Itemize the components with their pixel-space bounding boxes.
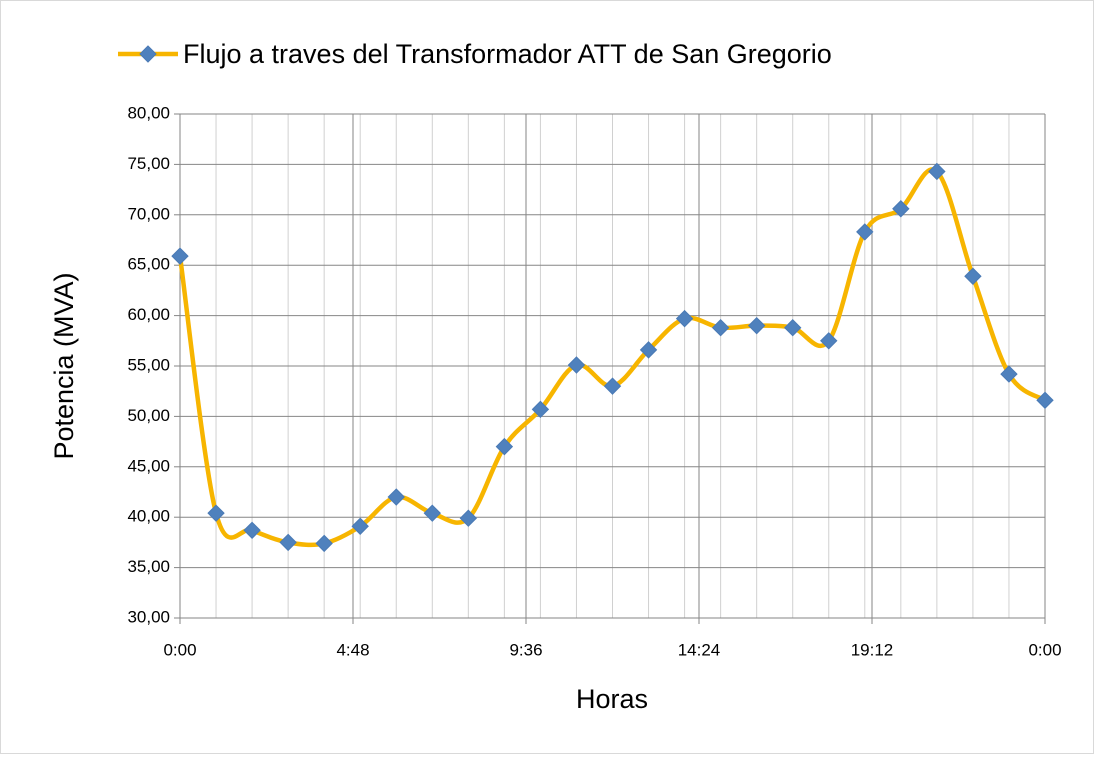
data-point <box>423 504 441 522</box>
y-tick-label: 60,00 <box>127 305 170 324</box>
data-point <box>747 316 766 335</box>
data-point <box>892 200 910 218</box>
x-tick-label: 14:24 <box>678 640 721 659</box>
data-point <box>387 488 405 506</box>
y-tick-label: 70,00 <box>127 204 170 223</box>
x-tick-label: 9:36 <box>509 640 542 659</box>
data-point <box>964 267 982 285</box>
data-point <box>171 247 189 265</box>
x-tick-label: 19:12 <box>851 640 894 659</box>
x-tick-label: 0:00 <box>1028 640 1061 659</box>
data-point <box>1036 391 1054 409</box>
data-point <box>639 341 658 359</box>
data-point <box>820 332 838 350</box>
y-tick-label: 50,00 <box>127 406 170 425</box>
y-tick-label: 65,00 <box>127 255 170 274</box>
legend-label: Flujo a traves del Transformador ATT de … <box>183 39 832 69</box>
grid <box>174 113 1046 624</box>
data-point <box>351 517 369 535</box>
data-point <box>531 400 550 419</box>
x-tick-label: 4:48 <box>336 640 369 659</box>
data-point <box>928 162 946 181</box>
y-tick-label: 40,00 <box>127 507 170 526</box>
x-axis-title: Horas <box>576 684 648 714</box>
data-point <box>279 533 297 552</box>
data-point <box>1000 365 1018 383</box>
data-point <box>243 521 261 540</box>
data-point <box>567 356 586 374</box>
y-tick-label: 35,00 <box>127 557 170 576</box>
data-point <box>459 509 478 527</box>
plot <box>171 162 1054 553</box>
data-point <box>603 377 622 395</box>
data-point <box>315 534 333 553</box>
y-tick-label: 75,00 <box>127 154 170 173</box>
y-tick-label: 55,00 <box>127 355 170 374</box>
legend-marker <box>139 45 157 63</box>
data-point <box>495 437 514 456</box>
data-point <box>784 318 802 337</box>
y-tick-label: 30,00 <box>127 607 170 626</box>
x-tick-label: 0:00 <box>163 640 196 659</box>
data-point <box>675 309 694 328</box>
y-tick-label: 45,00 <box>127 456 170 475</box>
data-point <box>856 223 874 241</box>
y-axis-title: Potencia (MVA) <box>49 272 79 459</box>
data-point <box>207 504 225 522</box>
data-point <box>711 318 730 337</box>
y-tick-label: 80,00 <box>127 103 170 122</box>
